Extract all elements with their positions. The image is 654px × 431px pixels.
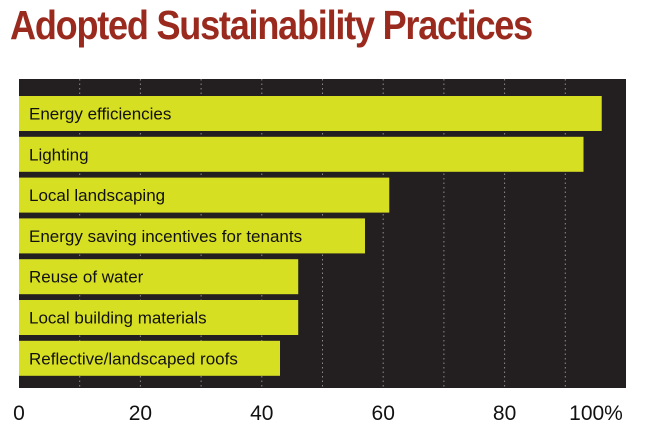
bar: [19, 218, 365, 254]
x-tick-label: 100%: [569, 402, 623, 425]
bar-label: Lighting: [29, 145, 89, 164]
bar: [19, 177, 390, 213]
bar-label: Reuse of water: [29, 268, 144, 287]
x-tick-label: 20: [129, 402, 152, 425]
bar-label: Reflective/landscaped roofs: [29, 349, 238, 368]
bars: Energy efficiencies Lighting Local landsca…: [19, 96, 602, 376]
x-tick-label: 60: [372, 402, 395, 425]
bar: [19, 136, 584, 172]
bar: [19, 340, 281, 376]
bar-group: Local landscaping: [19, 177, 390, 213]
bar-group: Lighting: [19, 136, 584, 172]
chart-title: Adopted Sustainability Practices: [10, 2, 533, 48]
bar-label: Energy efficiencies: [29, 105, 171, 124]
bar-label: Local building materials: [29, 309, 207, 328]
x-tick-label: 40: [250, 402, 273, 425]
bar-group: Reuse of water: [19, 259, 299, 295]
bar: [19, 259, 299, 295]
bar-group: Reflective/landscaped roofs: [19, 340, 281, 376]
bar-group: Energy saving incentives for tenants: [19, 218, 365, 254]
bar-label: Energy saving incentives for tenants: [29, 227, 302, 246]
x-tick-label: 0: [13, 402, 25, 425]
bar-label: Local landscaping: [29, 186, 165, 205]
bar-group: Local building materials: [19, 300, 299, 335]
bar: [19, 300, 299, 335]
x-tick-label: 80: [493, 402, 516, 425]
x-axis: 0 20 40 60 80 100%: [13, 402, 623, 425]
bar: [19, 96, 602, 131]
bar-group: Energy efficiencies: [19, 96, 602, 131]
